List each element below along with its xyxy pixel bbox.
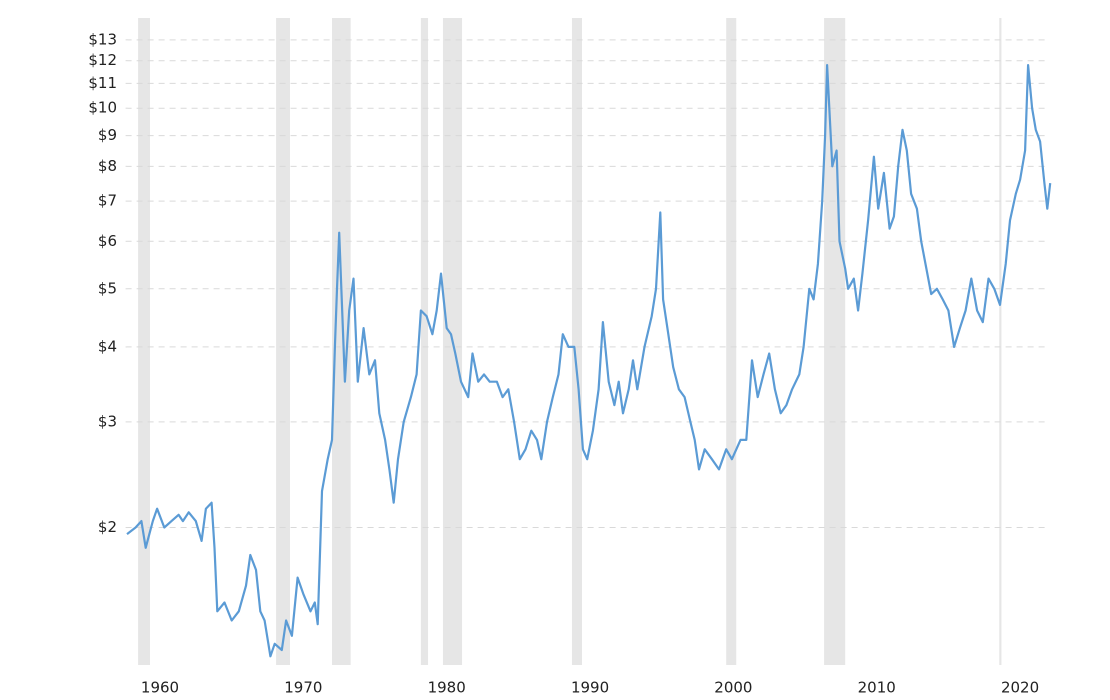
x-tick-label: 2000 xyxy=(714,679,752,697)
x-tick-label: 1960 xyxy=(141,679,179,697)
x-tick-label: 1990 xyxy=(571,679,609,697)
x-tick-label: 1970 xyxy=(284,679,322,697)
y-tick-label: $9 xyxy=(98,126,117,144)
y-tick-label: $4 xyxy=(98,337,117,355)
price-line xyxy=(126,63,1052,658)
y-tick-label: $8 xyxy=(98,157,117,175)
y-tick-label: $2 xyxy=(98,518,117,536)
y-tick-label: $3 xyxy=(98,412,117,430)
recession-band xyxy=(824,18,846,665)
recession-band xyxy=(571,18,583,665)
recession-band xyxy=(420,18,429,665)
y-tick-label: $13 xyxy=(88,30,117,48)
y-tick-label: $11 xyxy=(88,74,117,92)
y-tick-label: $7 xyxy=(98,192,117,210)
y-tick-label: $6 xyxy=(98,232,117,250)
recession-band xyxy=(276,18,291,665)
x-tick-label: 2020 xyxy=(1001,679,1039,697)
y-tick-label: $5 xyxy=(98,279,117,297)
y-tick-label: $10 xyxy=(88,99,117,117)
recession-band xyxy=(138,18,150,665)
x-tick-label: 2010 xyxy=(858,679,896,697)
recession-band xyxy=(726,18,737,665)
recession-band xyxy=(332,18,351,665)
recession-band xyxy=(999,18,1002,665)
y-tick-label: $12 xyxy=(88,51,117,69)
x-tick-label: 1980 xyxy=(428,679,466,697)
